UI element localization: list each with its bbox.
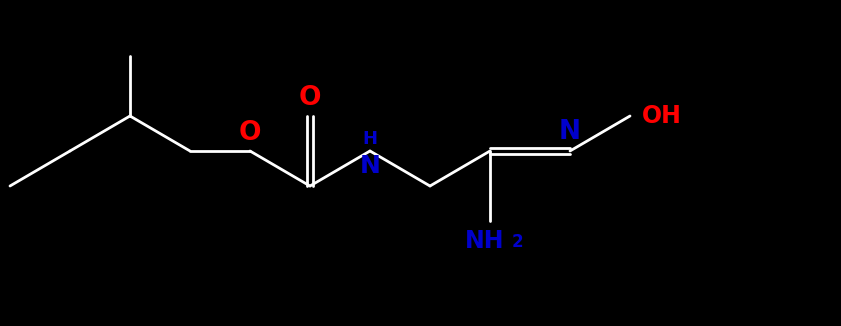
Text: N: N bbox=[360, 154, 380, 178]
Text: O: O bbox=[239, 120, 262, 146]
Text: O: O bbox=[299, 85, 321, 111]
Text: OH: OH bbox=[642, 104, 682, 128]
Text: N: N bbox=[559, 119, 581, 145]
Text: NH: NH bbox=[465, 229, 505, 253]
Text: 2: 2 bbox=[512, 233, 524, 251]
Text: H: H bbox=[362, 130, 378, 148]
